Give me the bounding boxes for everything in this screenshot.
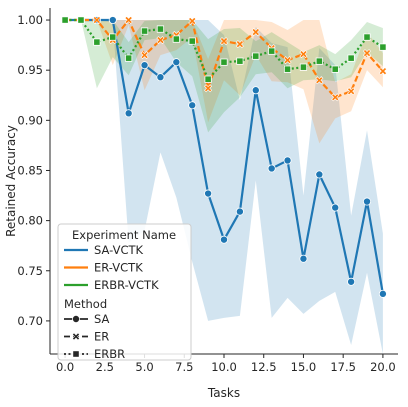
data-point-2-9 [204,75,212,83]
data-point-2-7 [172,35,180,43]
data-point-2-11 [236,57,244,65]
x-tick-label-7: 17.5 [330,360,356,374]
data-point-2-15 [299,63,308,71]
legend-methods: SA ER ERBR [64,312,125,361]
x-tick-label-0: 0.0 [56,360,74,374]
x-tick-label-2: 5.0 [135,360,153,374]
data-point-0-3 [108,16,117,25]
data-point-2-5 [140,27,149,35]
legend-title: Experiment Name [72,228,176,242]
y-tick-label-2: 0.80 [17,214,43,228]
legend-label-1: ER-VCTK [94,261,143,275]
data-point-1-4 [124,16,133,25]
series-markers [61,16,387,298]
data-point-1-18 [347,87,356,96]
data-point-1-5 [140,51,149,60]
data-point-1-15 [299,50,308,59]
x-tick-label-6: 15.0 [291,360,317,374]
data-point-0-13 [267,164,276,173]
data-point-2-6 [156,25,165,33]
confidence-bands [65,20,383,355]
data-point-2-4 [125,54,133,62]
data-point-0-8 [188,101,197,110]
y-tick-label-5: 0.95 [17,63,43,77]
data-point-0-14 [283,156,292,165]
data-point-2-13 [268,47,276,55]
data-point-0-19 [363,197,372,206]
data-point-2-12 [252,52,260,60]
legend-label-2: ERBR-VCTK [94,278,159,292]
data-point-2-1 [77,16,85,24]
data-point-0-5 [140,61,149,70]
data-point-0-4 [124,109,133,118]
data-point-2-17 [331,65,339,73]
legend-method-label-1: ER [94,330,109,344]
ci-band-1 [65,20,383,144]
data-point-2-10 [220,58,228,66]
data-point-0-7 [172,58,181,67]
data-point-2-3 [109,33,117,41]
y-tick-label-1: 0.75 [17,264,43,278]
x-tick-label-4: 10.0 [211,360,237,374]
data-point-0-20 [378,289,387,298]
data-point-1-2 [92,16,101,25]
data-point-1-11 [235,40,244,49]
data-point-0-11 [235,207,244,216]
x-axis-label: Tasks [207,386,240,400]
y-tick-label-4: 0.90 [17,113,43,127]
y-tick-label-0: 0.70 [17,314,43,328]
y-axis-label: Retained Accuracy [4,125,18,237]
data-point-0-18 [347,277,356,286]
ci-band-2 [65,20,383,133]
legend: Experiment Name SA-VCTKER-VCTKERBR-VCTK … [57,223,192,361]
legend-method-marker-0 [72,314,81,323]
data-point-1-14 [283,56,292,65]
legend-box [57,223,192,361]
axes: 0.0 2.5 5.0 7.5 10.0 12.5 15.0 17.5 20.0 0.70 0.75… [17,8,398,374]
data-point-0-10 [219,235,228,244]
legend-label-0: SA-VCTK [94,243,144,257]
data-point-2-20 [379,43,387,51]
data-point-1-16 [315,76,324,85]
data-point-1-20 [378,67,387,76]
data-point-1-12 [251,28,260,37]
data-point-1-6 [156,36,165,45]
data-point-0-6 [156,73,165,82]
legend-method-label-0: SA [94,312,110,326]
data-point-1-17 [331,93,340,102]
data-point-2-8 [188,37,196,45]
data-point-2-18 [347,54,355,62]
data-point-1-10 [219,37,229,46]
x-tick-label-3: 7.5 [175,360,193,374]
data-point-2-2 [93,38,101,46]
series-line-2 [65,18,384,81]
data-point-2-0 [61,16,69,24]
ci-band-0 [65,20,383,355]
data-point-1-19 [362,49,372,58]
data-point-1-8 [188,17,197,26]
data-point-2-14 [283,65,292,73]
data-point-0-15 [299,254,308,263]
data-point-2-16 [315,57,323,65]
legend-method-marker-2 [72,350,80,358]
legend-method-title: Method [64,297,107,311]
legend-method-marker-1 [71,332,81,341]
x-tick-label-8: 20.0 [370,360,396,374]
legend-method-label-2: ERBR [94,347,125,361]
x-tick-label-5: 12.5 [251,360,277,374]
y-tick-label-6: 1.00 [17,13,43,27]
data-point-0-12 [251,86,260,95]
legend-entries: SA-VCTK ER-VCTK ERBR-VCTK [64,243,159,292]
data-point-0-17 [331,203,340,212]
data-point-0-16 [315,170,324,179]
x-tick-label-1: 2.5 [96,360,114,374]
data-point-2-19 [363,33,371,41]
y-tick-label-3: 0.85 [17,163,43,177]
data-point-1-9 [204,84,213,93]
data-point-0-9 [204,189,213,198]
